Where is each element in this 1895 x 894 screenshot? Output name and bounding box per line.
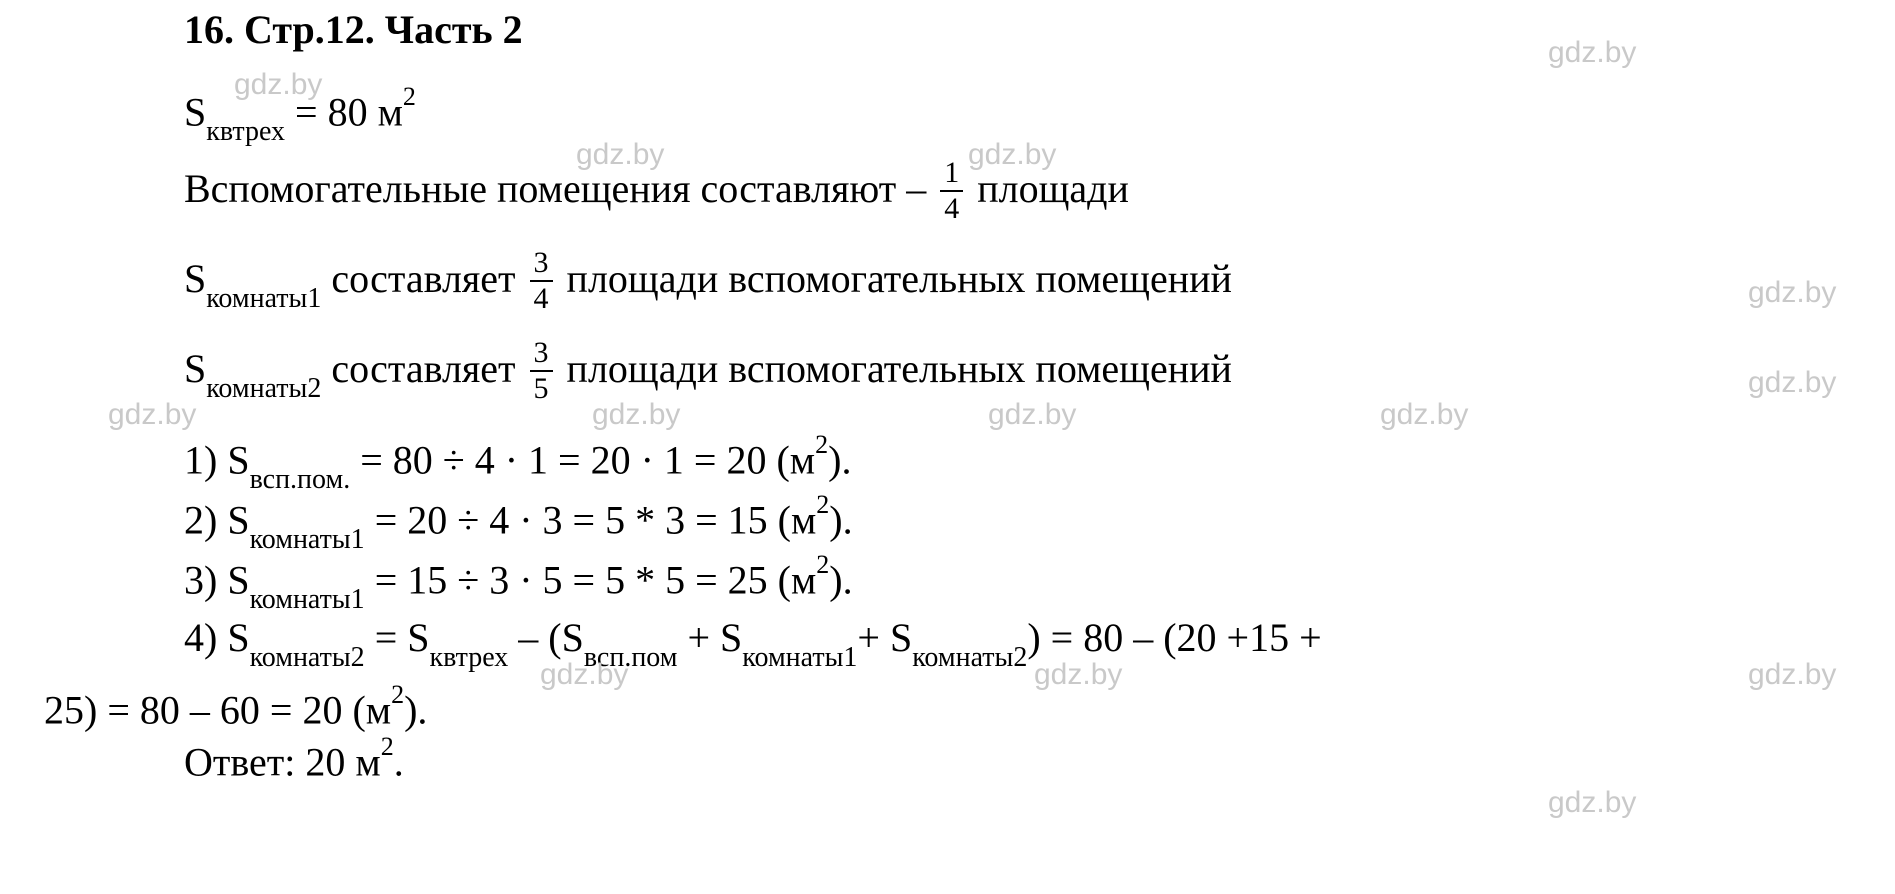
sub-room2: комнаты2 <box>206 373 321 404</box>
step1-b: = 80 ÷ 4 · 1 = 20 · 1 = 20 (м <box>350 437 815 482</box>
s4-a: 4) S <box>184 615 250 660</box>
answer: Ответ: 20 м2. <box>184 740 404 782</box>
sub-kvtrex: квтрех <box>206 116 285 147</box>
text-is: составляет <box>321 346 525 391</box>
fraction-3-5: 35 <box>530 338 553 404</box>
document-page: 16. Стр.12. Часть 2 Sквтрех = 80 м2 Вспо… <box>0 0 1895 894</box>
given-area-total: Sквтрех = 80 м2 <box>184 90 416 140</box>
step1-a: 1) S <box>184 437 250 482</box>
s4-e: + S <box>857 615 912 660</box>
title: 16. Стр.12. Часть 2 <box>184 10 523 50</box>
sub-room1: комнаты1 <box>250 584 365 615</box>
frac-num: 1 <box>940 158 963 192</box>
var-s: S <box>184 89 206 134</box>
sub-room1: комнаты1 <box>206 283 321 314</box>
aux-rooms-fraction: Вспомогательные помещения составляют – 1… <box>184 160 1129 226</box>
watermark: gdz.by <box>1380 400 1468 430</box>
sub-kvtrex: квтрех <box>430 642 509 673</box>
room2-fraction: Sкомнаты2 составляет 35 площади вспомога… <box>184 340 1232 406</box>
text-is: составляет <box>321 256 525 301</box>
frac-num: 3 <box>530 248 553 282</box>
s4-d: + S <box>677 615 742 660</box>
watermark: gdz.by <box>1748 368 1836 398</box>
watermark: gdz.by <box>1748 660 1836 690</box>
sup-2: 2 <box>815 430 828 459</box>
s4-wrap: 25) = 80 – 60 = 20 (м <box>44 687 391 732</box>
frac-num: 3 <box>530 338 553 372</box>
eq-80: = 80 м <box>285 89 403 134</box>
answer-b: . <box>394 739 404 784</box>
sup-2: 2 <box>816 490 829 519</box>
s4-wrap-b: ). <box>404 687 427 732</box>
frac-den: 4 <box>530 282 553 314</box>
sub-room2: комнаты2 <box>250 642 365 673</box>
step2-b: = 20 ÷ 4 · 3 = 5 * 3 = 15 (м <box>365 497 817 542</box>
step2-c: ). <box>829 497 852 542</box>
sup-2: 2 <box>403 82 416 111</box>
var-s: S <box>184 256 206 301</box>
room1-fraction: Sкомнаты1 составляет 34 площади вспомога… <box>184 250 1232 316</box>
step1-c: ). <box>828 437 851 482</box>
sub-vsp: всп.пом. <box>250 464 351 495</box>
watermark: gdz.by <box>1548 38 1636 68</box>
sub-vsp: всп.пом <box>584 642 678 673</box>
s4-c: – (S <box>508 615 584 660</box>
text-aux-area: площади вспомогательных помещений <box>557 256 1232 301</box>
step-2: 2) Sкомнаты1 = 20 ÷ 4 · 3 = 5 * 3 = 15 (… <box>184 498 853 548</box>
sup-2: 2 <box>391 680 404 709</box>
sup-2: 2 <box>381 732 394 761</box>
s4-b: = S <box>365 615 430 660</box>
step3-a: 3) S <box>184 557 250 602</box>
step3-b: = 15 ÷ 3 · 5 = 5 * 5 = 25 (м <box>365 557 817 602</box>
frac-den: 5 <box>530 372 553 404</box>
sub-room1: комнаты1 <box>742 642 857 673</box>
sub-room1: комнаты1 <box>250 524 365 555</box>
sub-room2: комнаты2 <box>912 642 1027 673</box>
step-4-line1: 4) Sкомнаты2 = Sквтрех – (Sвсп.пом + Sко… <box>184 618 1322 666</box>
step-1: 1) Sвсп.пом. = 80 ÷ 4 · 1 = 20 · 1 = 20 … <box>184 438 851 488</box>
step3-c: ). <box>829 557 852 602</box>
step-3: 3) Sкомнаты1 = 15 ÷ 3 · 5 = 5 * 5 = 25 (… <box>184 558 853 608</box>
fraction-1-4: 14 <box>940 158 963 224</box>
step2-a: 2) S <box>184 497 250 542</box>
text-aux: Вспомогательные помещения составляют – <box>184 166 936 211</box>
fraction-3-4: 34 <box>530 248 553 314</box>
frac-den: 4 <box>940 192 963 224</box>
answer-a: Ответ: 20 м <box>184 739 381 784</box>
text-area: площади <box>967 166 1129 211</box>
step-4-line2: 25) = 80 – 60 = 20 (м2). <box>44 688 427 730</box>
text-aux-area: площади вспомогательных помещений <box>557 346 1232 391</box>
sup-2: 2 <box>816 550 829 579</box>
var-s: S <box>184 346 206 391</box>
watermark: gdz.by <box>1748 278 1836 308</box>
s4-f: ) = 80 – (20 +15 + <box>1027 615 1321 660</box>
watermark: gdz.by <box>1548 788 1636 818</box>
